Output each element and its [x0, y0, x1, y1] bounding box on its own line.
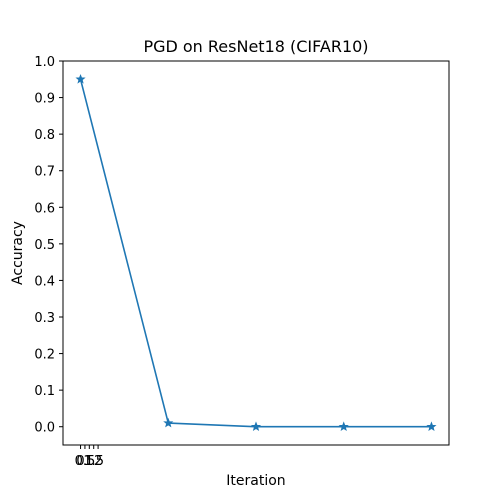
y-tick-label: 0.8: [34, 128, 55, 143]
y-tick-label: 0.9: [34, 92, 55, 107]
data-point-star-marker: [163, 417, 174, 428]
y-tick-label: 0.7: [34, 165, 55, 180]
y-tick-label: 0.5: [34, 238, 55, 253]
x-tick-label: 0.5: [75, 454, 96, 469]
x-tick-label: 1: [85, 454, 93, 469]
y-tick-label: 0.4: [34, 274, 55, 289]
y-axis-title: Accuracy: [10, 221, 26, 285]
x-tick-label: 0: [76, 454, 84, 469]
y-tick-label: 0.2: [34, 348, 55, 363]
x-axis-title: Iteration: [226, 473, 285, 489]
y-tick-label: 0.1: [34, 384, 55, 399]
axes-frame: [62, 60, 450, 446]
chart-title: PGD on ResNet18 (CIFAR10): [143, 37, 368, 56]
y-tick-label: 0.6: [34, 201, 55, 216]
x-tick-label: 1.5: [83, 454, 104, 469]
y-tick-label: 0.0: [34, 421, 55, 436]
data-point-star-marker: [338, 421, 349, 432]
data-point-star-marker: [250, 421, 262, 432]
data-point-star-marker: [426, 421, 437, 432]
plot-area: [75, 73, 437, 432]
y-tick-label: 0.3: [34, 311, 55, 326]
x-tick-label: 2: [94, 454, 102, 469]
data-point-star-marker: [75, 73, 86, 84]
y-tick-label: 1.0: [34, 55, 55, 70]
